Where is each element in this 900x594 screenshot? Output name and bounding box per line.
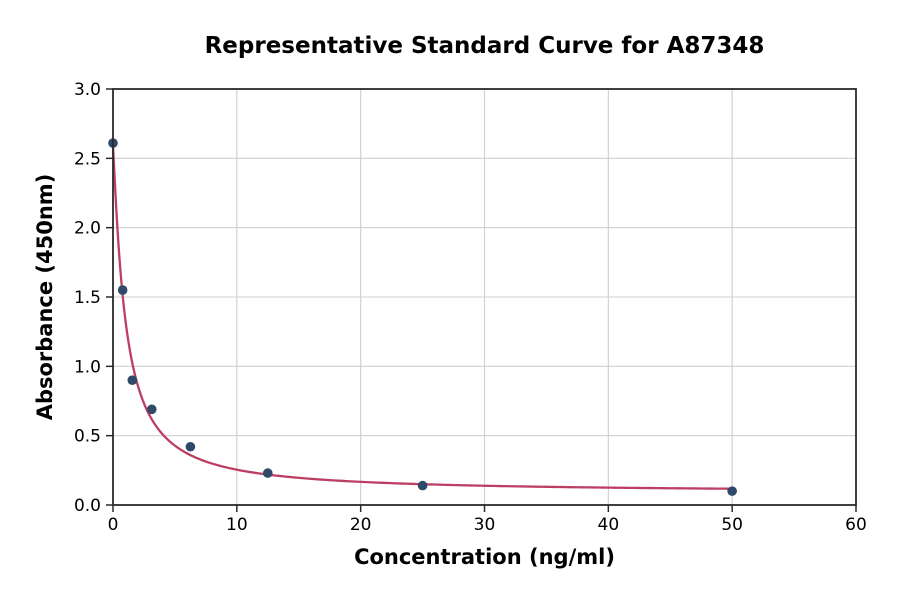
data-point	[727, 486, 737, 496]
y-tick-label: 1.0	[74, 357, 101, 377]
data-point	[146, 404, 157, 415]
data-point	[262, 468, 273, 478]
data-point	[185, 441, 196, 452]
x-tick-label: 60	[845, 515, 867, 535]
y-tick-label: 0.0	[74, 496, 101, 516]
y-axis-label: Absorbance (450nm)	[33, 173, 57, 421]
x-tick-label: 0	[108, 515, 119, 535]
x-tick-label: 30	[474, 515, 496, 535]
data-point	[417, 480, 428, 491]
data-point	[117, 285, 128, 295]
y-tick-label: 1.5	[74, 288, 101, 308]
y-tick-label: 2.5	[74, 149, 101, 169]
x-axis-label: Concentration (ng/ml)	[354, 545, 615, 569]
chart-title: Representative Standard Curve for A87348	[204, 33, 765, 59]
x-tick-label: 50	[721, 515, 743, 535]
fit-curve-line	[111, 146, 734, 490]
data-point	[127, 375, 138, 386]
x-tick-label: 10	[226, 515, 248, 535]
x-tick-label: 40	[598, 515, 620, 535]
y-tick-label: 2.0	[74, 219, 101, 239]
y-tick-label: 0.5	[74, 427, 101, 447]
y-tick-label: 3.0	[74, 80, 101, 100]
x-tick-label: 20	[350, 515, 372, 535]
